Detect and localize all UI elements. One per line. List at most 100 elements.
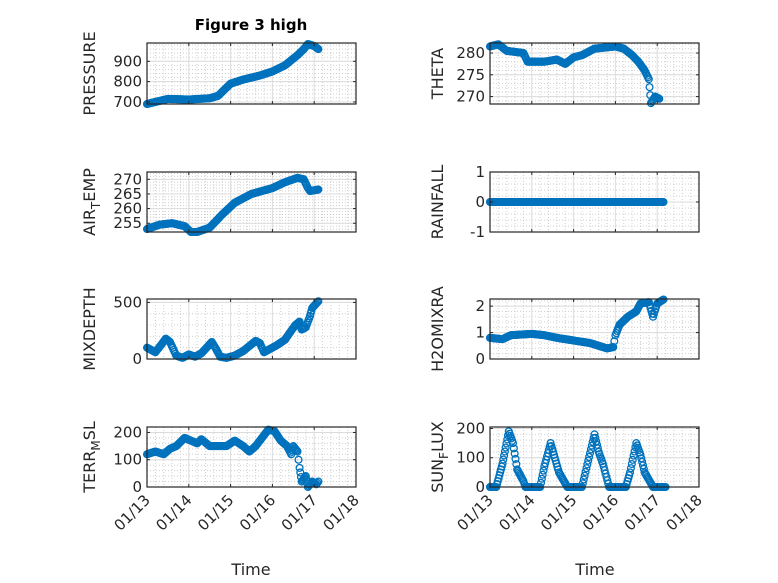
data-point <box>509 444 518 453</box>
y-tick-label: 700 <box>113 93 142 111</box>
series-theta <box>485 40 664 108</box>
x-tick-label: 01/13 <box>111 491 154 534</box>
data-point <box>645 83 654 92</box>
data-point <box>644 75 653 84</box>
y-tick-label: 0 <box>475 193 485 211</box>
series-pressure <box>142 39 323 109</box>
axes-background <box>490 299 699 359</box>
y-tick-label: 270 <box>113 170 142 188</box>
y-axis-label: H2OMIXRA <box>428 286 447 372</box>
data-point <box>580 471 589 480</box>
subplot-mixdepth: 0 500 MIXDEPTH <box>80 287 357 371</box>
data-point <box>659 197 668 207</box>
axes-background <box>147 427 356 487</box>
axes-box <box>146 426 357 488</box>
series-mixdepth <box>142 297 323 362</box>
x-tick-label: 01/16 <box>579 491 622 534</box>
data-point <box>582 464 591 473</box>
data-point <box>500 447 509 456</box>
figure-title: Figure 3 high <box>195 16 308 34</box>
x-tick-label: 01/14 <box>152 491 195 534</box>
axes-box <box>489 42 700 105</box>
data-point <box>655 94 664 103</box>
x-tick-label: 01/13 <box>454 491 497 534</box>
y-tick-label: 200 <box>113 423 142 441</box>
data-point <box>498 459 507 468</box>
y-tick-label: 800 <box>113 73 142 91</box>
data-point <box>510 449 519 458</box>
series-h2omixra <box>485 295 668 353</box>
data-point <box>500 451 509 460</box>
y-axis-label: MIXDEPTH <box>80 287 99 370</box>
data-point <box>294 455 303 464</box>
y-tick-label: 260 <box>113 200 142 218</box>
x-tick-label: 01/14 <box>495 491 538 534</box>
data-point <box>501 443 510 452</box>
data-point <box>296 468 305 477</box>
data-point <box>539 466 548 475</box>
y-axis-label: SUNFLUX <box>428 421 451 493</box>
data-point <box>301 472 310 481</box>
y-tick-label: 0 <box>132 350 142 368</box>
y-tick-label: 265 <box>113 185 142 203</box>
y-tick-label: 255 <box>113 214 142 232</box>
y-tick-label: 0 <box>475 478 485 496</box>
data-point <box>538 470 547 479</box>
data-point <box>585 449 595 458</box>
y-tick-label: -1 <box>470 223 485 241</box>
subplot-terr-msl: 0 100 200 TERRMSL 01/1301/1401/1501/1601/170… <box>80 421 363 534</box>
data-point <box>628 455 637 464</box>
data-point <box>314 185 323 194</box>
y-tick-label: 280 <box>456 44 485 62</box>
x-tick-label: 01/15 <box>194 491 237 534</box>
y-tick-label: 100 <box>113 451 142 469</box>
y-tick-label: 0 <box>132 478 142 496</box>
data-point <box>511 454 520 463</box>
y-axis-label: TERRMSL <box>80 421 103 494</box>
data-point <box>314 45 323 54</box>
data-point <box>291 445 300 454</box>
axes-box <box>146 42 357 105</box>
x-tick-label: 01/17 <box>278 491 321 534</box>
x-tick-label: 01/17 <box>621 491 664 534</box>
data-point <box>583 460 592 469</box>
y-axis-label: RAINFALL <box>428 165 447 240</box>
subplot-sun-flux: 0 100 200 SUNFLUX01/1301/1401/1501/1601/170… <box>428 419 706 534</box>
subplot-h2omixra: 0 1 2 H2OMIXRA <box>428 286 700 372</box>
y-tick-label: 900 <box>113 52 142 70</box>
y-tick-label: 1 <box>475 324 485 342</box>
x-tick-label: 01/18 <box>663 491 706 534</box>
data-point <box>314 297 323 306</box>
y-tick-label: 275 <box>456 66 485 84</box>
data-point <box>293 447 302 456</box>
data-point <box>627 459 636 469</box>
axes-box <box>146 171 357 233</box>
y-tick-label: 1 <box>475 163 485 181</box>
axes-box <box>489 298 700 360</box>
series-rainfall <box>485 197 668 207</box>
data-point <box>536 478 546 487</box>
y-axis-label: AIRTEMP <box>80 168 103 236</box>
y-tick-label: 0 <box>475 350 485 368</box>
subplot-rainfall: -1 0 1 RAINFALL <box>428 163 700 241</box>
y-tick-label: 2 <box>475 297 485 315</box>
y-tick-label: 200 <box>456 419 485 437</box>
y-axis-label: THETA <box>428 48 447 100</box>
x-axis-label-right: Time <box>574 560 614 579</box>
x-tick-label: 01/15 <box>537 491 580 534</box>
y-axis-label: PRESSURE <box>80 31 99 115</box>
data-point <box>585 452 594 461</box>
data-point <box>626 464 635 473</box>
y-tick-label: 500 <box>113 293 142 311</box>
data-point <box>508 439 518 448</box>
x-tick-label: 01/18 <box>320 491 363 534</box>
axes-background <box>147 299 356 359</box>
data-point <box>314 477 323 486</box>
data-point <box>313 478 322 487</box>
y-tick-label: 100 <box>456 449 485 467</box>
x-tick-label: 01/16 <box>236 491 279 534</box>
data-point <box>584 456 593 465</box>
data-point <box>625 468 635 477</box>
